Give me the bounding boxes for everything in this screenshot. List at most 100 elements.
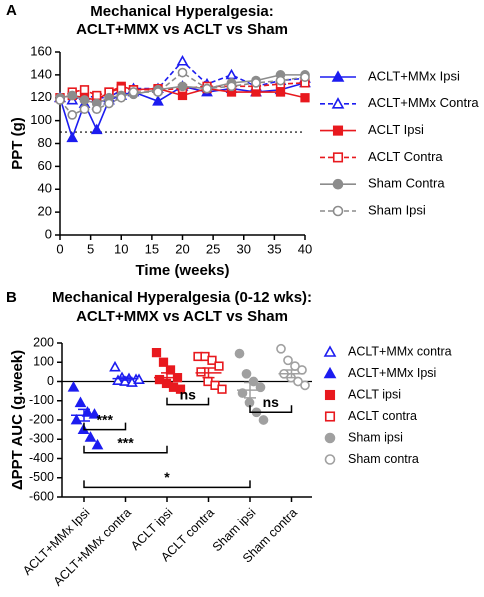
marker	[276, 343, 286, 354]
significance-bracket	[249, 405, 293, 414]
marker	[300, 93, 310, 103]
marker	[90, 123, 103, 135]
marker	[331, 70, 345, 82]
chart-title: ACLT+MMX vs ACLT vs Sham	[76, 308, 288, 325]
chart-title: Mechanical Hyperalgesia (0-12 wks):	[52, 289, 312, 306]
marker	[79, 104, 90, 115]
significance-label: *	[164, 469, 170, 485]
significance-label: ***	[117, 434, 134, 450]
legend-label: ACLT ipsi	[348, 387, 401, 401]
legend-label: ACLT+MMx Ipsi	[368, 68, 460, 83]
marker	[79, 85, 90, 95]
legend-label: ACLT contra	[348, 409, 417, 423]
error-bar	[119, 376, 132, 381]
x-tick-label: 5	[87, 241, 94, 256]
marker	[74, 396, 87, 408]
y-tick-label: 160	[30, 43, 52, 58]
marker	[300, 72, 310, 83]
marker	[293, 376, 303, 387]
error-bar	[78, 408, 90, 422]
y-tick-label: -400	[29, 451, 54, 465]
legend-label: ACLT Ipsi	[368, 122, 424, 137]
x-tick-label: 0	[56, 241, 63, 256]
marker	[226, 81, 237, 92]
marker	[324, 432, 336, 444]
legend-label: ACLT+MMx Contra	[368, 95, 479, 110]
y-tick-label: 80	[38, 135, 52, 150]
marker	[275, 75, 286, 86]
marker	[84, 431, 97, 442]
y-tick-label: -200	[29, 412, 54, 426]
marker	[165, 365, 176, 375]
chart-title: ACLT+MMX vs ACLT vs Sham	[76, 21, 288, 38]
marker	[151, 347, 162, 358]
marker	[176, 55, 189, 66]
x-tick-label: 35	[267, 241, 281, 256]
panel-label: B	[6, 289, 17, 306]
significance-label: ns	[180, 386, 197, 402]
x-tick-label: 20	[175, 241, 189, 256]
legend-label: Sham Ipsi	[368, 202, 426, 217]
y-tick-label: 60	[38, 158, 52, 173]
x-tick-label: 40	[298, 241, 312, 256]
marker	[300, 380, 310, 391]
panel-label: A	[6, 2, 17, 19]
marker	[241, 368, 252, 379]
marker	[234, 348, 245, 359]
legend-label: ACLT+MMx Ipsi	[348, 366, 436, 380]
marker	[109, 360, 121, 372]
legend-label: Sham contra	[348, 452, 419, 466]
marker	[67, 381, 80, 392]
error-bar	[202, 367, 215, 379]
y-tick-label: -100	[29, 393, 54, 407]
marker	[332, 205, 344, 217]
marker	[175, 384, 186, 394]
marker	[225, 68, 238, 80]
marker	[283, 355, 293, 366]
error-bar	[285, 369, 298, 379]
legend-label: Sham ipsi	[348, 430, 403, 444]
marker	[70, 413, 83, 425]
marker	[324, 454, 336, 465]
y-tick-label: 140	[30, 66, 52, 81]
y-tick-label: 200	[33, 335, 54, 349]
marker	[255, 382, 266, 393]
chart-title: Mechanical Hyperalgesia:	[90, 3, 273, 20]
marker	[177, 81, 188, 92]
marker	[66, 131, 79, 143]
marker	[214, 361, 224, 371]
marker	[196, 367, 206, 377]
marker	[91, 104, 102, 115]
y-axis-label: PPT (g)	[9, 117, 26, 170]
x-tick-label: 30	[237, 241, 251, 256]
marker	[275, 87, 286, 97]
marker	[92, 90, 102, 101]
x-tick-label: ACLT+MMx contra	[51, 506, 134, 589]
marker	[258, 415, 269, 425]
significance-label: ***	[97, 411, 114, 427]
y-tick-label: 0	[47, 374, 54, 388]
x-tick-label: 15	[145, 241, 159, 256]
significance-bracket	[83, 480, 251, 489]
significance-bracket	[83, 422, 127, 431]
marker	[104, 98, 114, 109]
marker	[297, 365, 307, 375]
error-bar	[244, 381, 256, 399]
y-tick-label: -300	[29, 432, 54, 446]
error-bar	[161, 372, 173, 384]
marker	[331, 97, 345, 109]
marker	[248, 376, 259, 387]
significance-bracket	[166, 397, 210, 406]
marker	[324, 389, 336, 401]
y-tick-label: 120	[30, 89, 52, 104]
legend-label: ACLT Contra	[368, 149, 443, 164]
x-tick-label: 25	[206, 241, 220, 256]
y-tick-label: -600	[29, 489, 54, 503]
y-tick-label: 20	[38, 204, 52, 219]
marker	[116, 92, 127, 103]
legend-label: ACLT+MMx contra	[348, 344, 452, 358]
marker	[55, 95, 65, 105]
marker	[251, 78, 261, 88]
marker	[153, 87, 163, 97]
